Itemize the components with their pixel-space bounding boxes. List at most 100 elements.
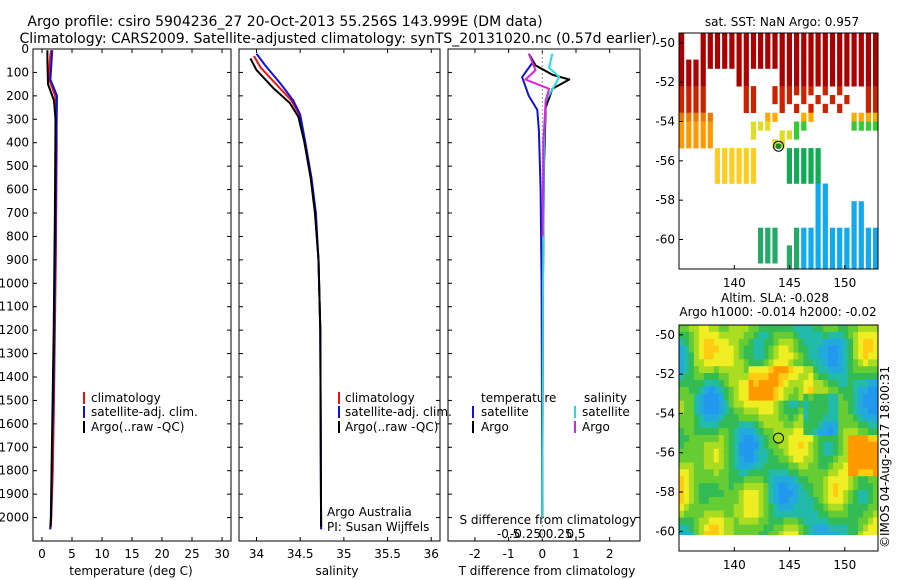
sla-cell: [748, 331, 758, 341]
sst-cell: [801, 148, 807, 158]
sla-cell: [773, 462, 783, 471]
sst-cell: [844, 254, 850, 264]
sla-cell: [679, 380, 688, 389]
sla-cell: [788, 331, 798, 341]
sst-cell: [707, 112, 713, 122]
sla-cell: [873, 421, 878, 430]
sla-cell: [688, 331, 698, 341]
sla-cell: [858, 531, 867, 535]
sla-cell: [808, 352, 818, 361]
sst-cell: [779, 68, 785, 78]
sla-cell: [743, 407, 753, 416]
sst-cell: [750, 50, 757, 60]
sst-cell: [837, 86, 843, 96]
sla-cell: [793, 386, 803, 396]
sla-cell: [743, 435, 753, 444]
sla-cell: [748, 338, 758, 348]
sst-cell: [779, 41, 785, 52]
sla-cell: [708, 386, 718, 396]
sla-cell: [818, 338, 828, 348]
sla-cell: [868, 331, 877, 341]
sla-cell: [778, 407, 788, 416]
sla-cell: [688, 338, 698, 348]
sla-cell: [843, 517, 852, 526]
sla-cell: [828, 407, 837, 416]
salinity-xtick-label: 34: [249, 547, 264, 561]
sst-cell: [822, 50, 828, 60]
sla-cell: [803, 359, 813, 368]
sst-cell: [736, 77, 742, 87]
sst-cell: [808, 77, 814, 87]
sla-cell: [763, 421, 773, 430]
sla-cell: [713, 517, 723, 526]
sla-cell: [733, 428, 743, 437]
sla-cell: [738, 331, 748, 341]
sla-cell: [723, 469, 733, 478]
sla-cell: [788, 345, 798, 354]
sla-cell: [723, 462, 733, 471]
sla-cell: [684, 455, 693, 465]
sla-cell: [773, 476, 783, 485]
sla-cell: [783, 483, 793, 492]
sla-cell: [783, 531, 793, 535]
sla-cell: [858, 517, 867, 526]
sla-cell: [768, 455, 778, 465]
sst-cell: [750, 174, 757, 184]
sla-cell: [733, 441, 743, 451]
sla-cell: [778, 448, 788, 458]
sla-cell: [773, 483, 783, 492]
sla-cell: [693, 476, 703, 485]
sst-cell: [729, 50, 735, 60]
sla-cell: [868, 380, 877, 389]
sla-cell: [788, 421, 798, 430]
sla-cell: [679, 359, 688, 368]
sla-cell: [793, 325, 803, 334]
sla-cell: [728, 331, 738, 341]
sla-cell: [679, 510, 688, 520]
sla-cell: [763, 524, 773, 533]
sla-cell: [708, 352, 718, 361]
sla-cell: [738, 497, 748, 506]
sst-cell: [851, 50, 857, 60]
sla-cell: [758, 469, 768, 478]
sla-cell: [743, 490, 753, 499]
sla-cell: [788, 435, 798, 444]
sla-cell: [808, 338, 818, 348]
sla-cell: [818, 352, 828, 361]
sla-cell: [713, 497, 723, 506]
sla-cell: [713, 428, 723, 437]
sla-cell: [828, 373, 837, 382]
sla-cell: [688, 441, 698, 451]
sla-cell: [763, 407, 773, 416]
sst-cell: [815, 148, 821, 158]
sla-cell: [798, 331, 808, 341]
sst-cell: [865, 121, 871, 131]
sla-cell: [813, 510, 823, 520]
sla-cell: [679, 483, 688, 492]
sla-cell: [843, 531, 852, 535]
sla-cell: [713, 359, 723, 368]
sla-cell: [753, 476, 763, 485]
sla-cell: [783, 421, 793, 430]
sla-cell: [828, 386, 837, 396]
sst-marker-fill: [775, 143, 782, 150]
sla-cell: [848, 359, 857, 368]
sla-cell: [813, 338, 823, 348]
sla-cell: [813, 393, 823, 403]
sla-cell: [828, 352, 837, 361]
sst-cell: [808, 236, 814, 246]
sst-cell: [815, 77, 821, 87]
sla-cell: [833, 441, 842, 451]
sla-cell: [688, 517, 698, 526]
sla-cell: [733, 455, 743, 465]
sla-cell: [708, 503, 718, 513]
sla-cell: [743, 497, 753, 506]
sst-cell: [837, 41, 843, 52]
sla-cell: [763, 366, 773, 375]
difference-series-salinity-argo: [524, 53, 551, 237]
sla-cell: [708, 421, 718, 430]
sla-cell: [833, 414, 842, 423]
sla-cell: [873, 386, 878, 396]
sla-cell: [783, 325, 793, 334]
sla-cell: [728, 407, 738, 416]
